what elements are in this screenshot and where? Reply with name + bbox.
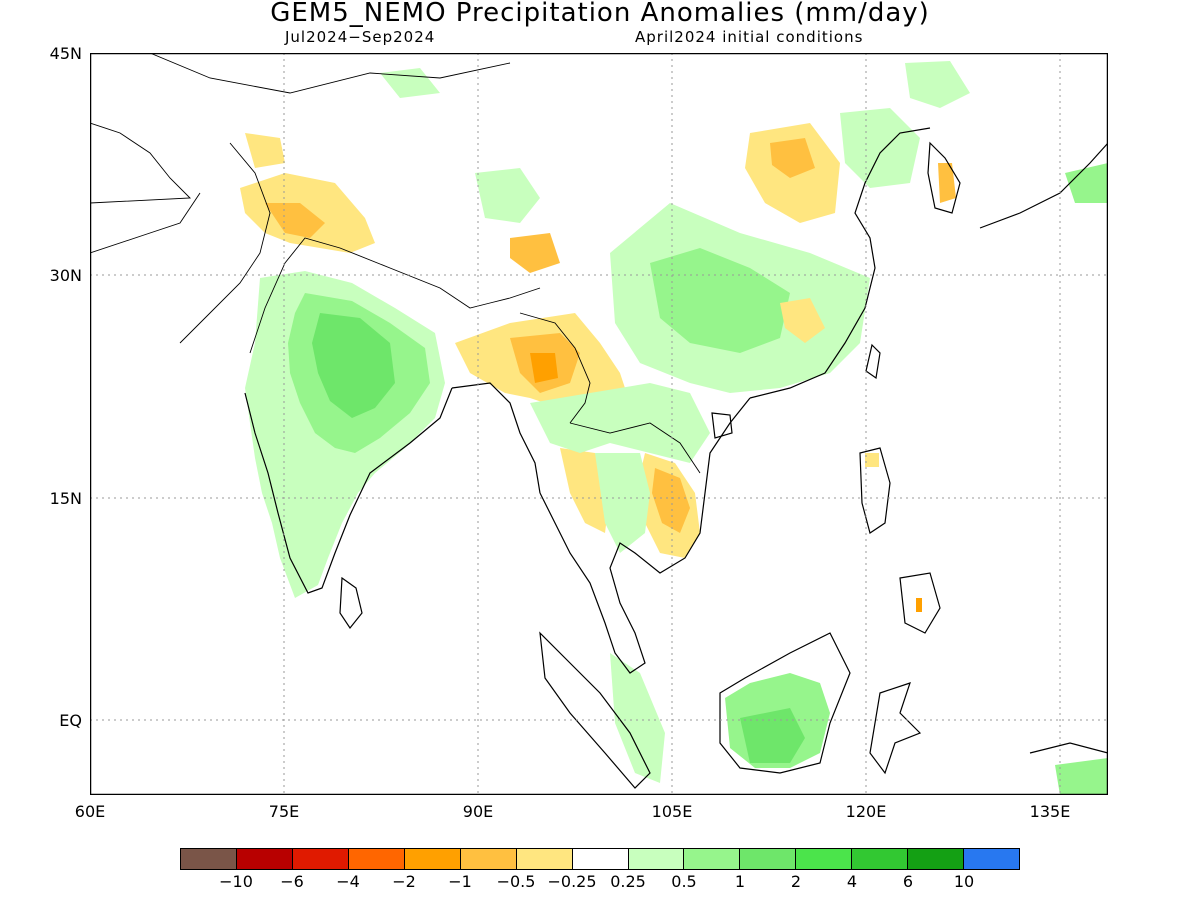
lat-label-15n: 15N <box>49 489 82 508</box>
country-borders <box>90 53 701 474</box>
lon-label-60e: 60E <box>74 802 106 821</box>
legend-swatch <box>628 849 685 869</box>
tibet-dry-patch <box>510 233 560 273</box>
legend-swatch <box>181 849 237 869</box>
lon-label-105e: 105E <box>651 802 693 821</box>
legend-label: 2 <box>790 872 802 891</box>
coastlines <box>244 127 1108 789</box>
anomaly-shading <box>240 61 1108 795</box>
myanmar-dry-peak <box>530 353 558 383</box>
central-asia-border <box>90 122 192 204</box>
legend-swatch <box>964 849 1020 869</box>
legend-swatch <box>404 849 461 869</box>
lon-label-90e: 90E <box>462 802 494 821</box>
thailand-wet <box>595 453 650 553</box>
gridlines <box>90 53 1108 795</box>
indochina-wet <box>530 383 710 463</box>
legend-swatch <box>908 849 965 869</box>
legend-swatch <box>460 849 517 869</box>
legend-swatch <box>852 849 909 869</box>
legend-label: 0.25 <box>610 872 646 891</box>
borneo-wet-core <box>740 708 805 763</box>
afghanistan-border <box>90 192 201 254</box>
manchuria-wet <box>905 61 970 108</box>
lon-label-120e: 120E <box>845 802 887 821</box>
legend-swatch <box>740 849 797 869</box>
legend-label: −2 <box>392 872 416 891</box>
south-china-wet-core <box>650 248 790 353</box>
legend-label: 1 <box>734 872 746 891</box>
initial-conditions: April2024 initial conditions <box>635 28 864 46</box>
lat-label-45n: 45N <box>49 44 82 63</box>
himalaya-dry-core <box>265 203 325 238</box>
luzon-coastline <box>859 447 891 534</box>
new-guinea-coastline <box>1029 742 1108 754</box>
philippines-dry-spot <box>865 453 879 467</box>
india-coastline <box>244 387 453 594</box>
sri-lanka-coastline <box>339 576 363 630</box>
legend-label: −0.5 <box>496 872 536 891</box>
map-canvas <box>90 53 1108 795</box>
korea-coastline <box>927 141 961 214</box>
legend-swatch <box>572 849 629 869</box>
india-wet-peak <box>312 313 395 418</box>
legend-colorbar <box>180 848 1020 870</box>
legend-label: −10 <box>219 872 253 891</box>
legend-swatch <box>292 849 349 869</box>
pakistan-dry <box>245 133 285 168</box>
sulawesi-coastline <box>869 682 922 775</box>
north-india-border <box>249 237 541 354</box>
legend-swatch <box>516 849 573 869</box>
myanmar-border <box>519 312 591 424</box>
legend-swatch <box>348 849 405 869</box>
legend-label: −1 <box>448 872 472 891</box>
map-frame <box>90 53 1108 795</box>
taiwan-coastline <box>865 343 881 380</box>
south-china-dry-patch <box>780 298 825 343</box>
legend-label: −6 <box>280 872 304 891</box>
legend-label: 6 <box>902 872 914 891</box>
lon-label-135e: 135E <box>1029 802 1071 821</box>
borneo-coastline <box>719 632 851 774</box>
tibet-wet-patch <box>475 168 540 223</box>
legend-label: 4 <box>846 872 858 891</box>
legend-label: −4 <box>336 872 360 891</box>
lon-label-75e: 75E <box>268 802 300 821</box>
korea-dry <box>938 163 956 203</box>
malay-peninsula-coastline <box>539 397 751 674</box>
lat-label-eq: EQ <box>59 711 82 730</box>
sumatra-coastline <box>539 631 651 789</box>
legend-swatch <box>796 849 853 869</box>
map-title: GEM5_NEMO Precipitation Anomalies (mm/da… <box>270 0 930 28</box>
laos-border <box>569 422 701 474</box>
forecast-period: Jul2024−Sep2024 <box>285 28 436 46</box>
mindanao-coastline <box>899 572 941 634</box>
precipitation-map <box>90 53 1108 795</box>
legend-label: 10 <box>953 872 975 891</box>
lat-label-30n: 30N <box>49 266 82 285</box>
hainan-coastline <box>711 412 733 439</box>
china-coastline <box>749 127 931 399</box>
legend-swatch <box>684 849 741 869</box>
bay-of-bengal-coastline <box>451 382 541 494</box>
legend-swatch <box>236 849 293 869</box>
new-guinea-wet <box>1055 758 1108 795</box>
sumatra-wet <box>610 653 665 783</box>
japan-wet <box>1065 163 1108 203</box>
western-tibet-wet <box>380 68 440 98</box>
legend-label: −0.25 <box>547 872 597 891</box>
legend-label: 0.5 <box>671 872 697 891</box>
northeast-wet <box>840 108 920 188</box>
north-china-dry-core <box>770 138 815 178</box>
cambodia-dry-core <box>652 468 690 533</box>
mindanao-dry-spot <box>916 598 922 612</box>
mongolia-border <box>149 53 511 94</box>
pakistan-border <box>179 142 271 344</box>
